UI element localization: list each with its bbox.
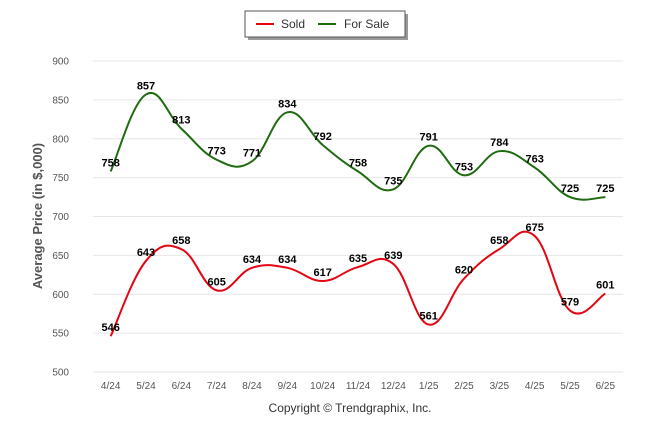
y-tick-label: 650 (52, 251, 69, 262)
data-label: 763 (525, 154, 543, 166)
x-tick-label: 4/25 (525, 381, 545, 392)
data-label: 773 (207, 146, 225, 158)
data-label: 635 (349, 253, 367, 265)
y-tick-label: 750 (52, 173, 69, 184)
legend-forsale-label: For Sale (344, 17, 390, 31)
data-label: 725 (561, 183, 579, 195)
data-label: 834 (278, 98, 297, 110)
x-tick-label: 8/24 (242, 381, 262, 392)
grid (93, 60, 623, 373)
y-tick-label: 500 (52, 368, 69, 379)
x-axis-ticks: 4/24 5/24 6/24 7/24 8/24 9/24 10/24 11/24 12/24 1… (101, 381, 616, 392)
data-label: 813 (172, 115, 190, 127)
y-tick-label: 600 (52, 290, 69, 301)
data-label: 771 (243, 147, 261, 159)
x-tick-label: 10/24 (310, 381, 335, 392)
x-tick-label: 4/24 (101, 381, 121, 392)
x-tick-label: 1/25 (419, 381, 439, 392)
data-label: 634 (243, 254, 262, 266)
legend: Sold For Sale (244, 10, 408, 40)
data-label: 753 (455, 161, 473, 173)
data-label: 658 (172, 235, 190, 247)
data-label: 791 (419, 132, 437, 144)
x-tick-label: 6/25 (596, 381, 616, 392)
data-label: 758 (349, 157, 367, 169)
data-label: 617 (313, 267, 331, 279)
y-tick-label: 850 (52, 95, 69, 106)
y-tick-label: 550 (52, 329, 69, 340)
x-tick-label: 12/24 (381, 381, 406, 392)
data-label: 784 (490, 137, 509, 149)
copyright-credit: Copyright © Trendgraphix, Inc. (269, 401, 432, 415)
y-tick-label: 700 (52, 212, 69, 223)
data-label: 546 (101, 322, 119, 334)
data-label: 643 (137, 247, 155, 259)
data-label: 620 (455, 265, 473, 277)
series-line-for-sale (109, 91, 606, 201)
data-label: 639 (384, 250, 402, 262)
data-label: 675 (525, 222, 543, 234)
data-label: 601 (596, 279, 614, 291)
y-tick-label: 900 (52, 57, 69, 68)
y-tick-label: 800 (52, 134, 69, 145)
data-label: 634 (278, 254, 297, 266)
data-label: 605 (207, 276, 225, 288)
data-label: 658 (490, 235, 508, 247)
x-tick-label: 9/24 (278, 381, 298, 392)
y-axis-label: Average Price (in $,000) (30, 143, 45, 289)
x-tick-label: 2/25 (454, 381, 474, 392)
x-tick-label: 6/24 (172, 381, 192, 392)
data-label: 561 (419, 311, 437, 323)
x-tick-label: 3/25 (490, 381, 510, 392)
x-tick-label: 5/24 (136, 381, 156, 392)
data-labels: 546 643 658 605 634 634 617 635 639 561 620 658 675 5… (101, 80, 614, 334)
legend-sold-label: Sold (281, 17, 305, 31)
data-label: 579 (561, 297, 579, 309)
data-label: 857 (137, 80, 155, 92)
series-lines (109, 91, 606, 337)
x-tick-label: 5/25 (560, 381, 580, 392)
x-tick-label: 7/24 (207, 381, 227, 392)
y-axis-ticks: 500 550 600 650 700 750 800 850 900 (52, 57, 69, 379)
x-tick-label: 11/24 (346, 381, 371, 392)
data-label: 758 (101, 157, 119, 169)
data-label: 792 (313, 131, 331, 143)
data-label: 735 (384, 175, 402, 187)
data-label: 725 (596, 183, 614, 195)
series-line-sold (109, 230, 606, 337)
